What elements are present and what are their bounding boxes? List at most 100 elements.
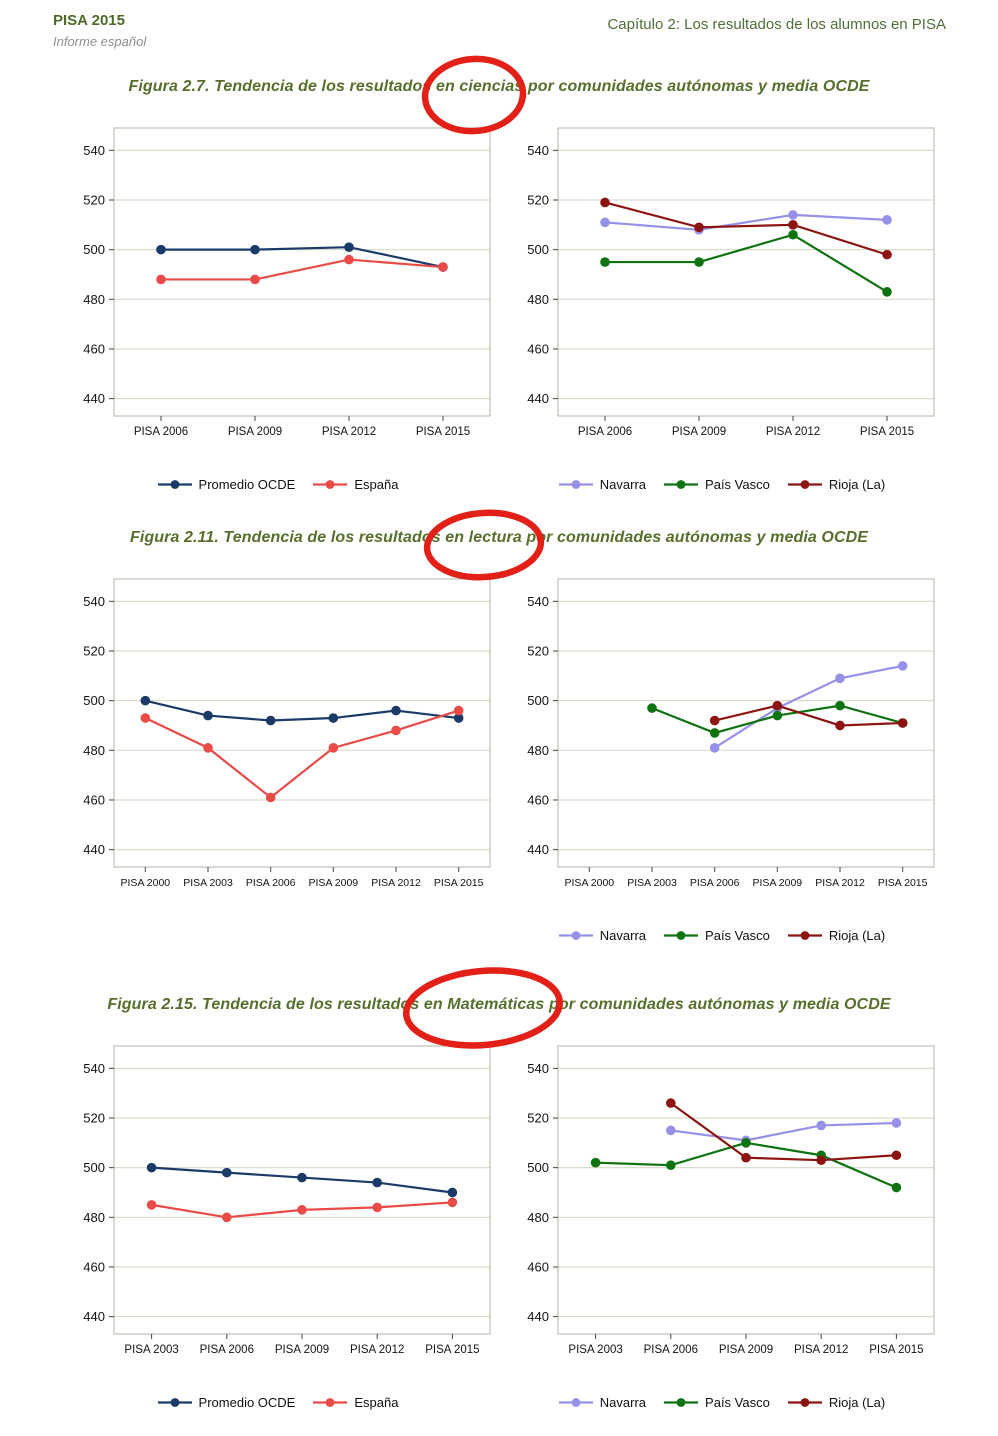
line-chart-figure-2.7-left: 440 460 480 500 520 540 PISA 2006 PISA 2009 PISA… <box>83 127 491 438</box>
chart-matematicas-comunidades: 440 460 480 500 520 540 PISA 2003 PISA 2006 PISA… <box>502 1038 942 1410</box>
y-axis-tick-label: 540 <box>83 1061 105 1076</box>
series-line <box>144 709 459 799</box>
data-point-marker <box>772 700 783 711</box>
series-line <box>605 233 888 293</box>
data-point-marker <box>265 715 276 726</box>
data-point-marker <box>788 220 798 230</box>
y-axis-tick-label: 460 <box>527 1259 549 1274</box>
data-point-marker <box>709 715 720 726</box>
data-point-marker <box>250 244 260 255</box>
y-axis-tick-label: 520 <box>83 193 105 208</box>
legend-item: Rioja (La) <box>787 1395 885 1410</box>
data-point-marker <box>694 222 704 233</box>
x-axis-tick-label: PISA 2003 <box>124 1344 178 1356</box>
y-axis-tick-label: 480 <box>527 743 549 758</box>
legend-item: Promedio OCDE <box>157 1395 295 1410</box>
data-point-marker <box>391 705 401 716</box>
x-axis-tick-label: PISA 2012 <box>371 877 421 889</box>
data-point-marker <box>709 743 720 753</box>
data-point-marker <box>600 257 610 267</box>
data-point-marker <box>146 1162 157 1173</box>
y-axis-tick-label: 480 <box>83 292 105 307</box>
x-axis-tick-label: PISA 2006 <box>644 1344 698 1356</box>
data-point-marker <box>447 1197 458 1208</box>
series-line <box>161 246 444 269</box>
data-point-marker <box>250 274 260 285</box>
report-title: PISA 2015 <box>53 12 125 29</box>
chart-legend: Promedio OCDE España <box>58 477 498 492</box>
y-axis-tick-label: 440 <box>527 842 549 857</box>
y-axis-tick-label: 440 <box>83 842 105 857</box>
chart-legend: Navarra País Vasco Rioja (La) <box>502 477 942 492</box>
x-axis-tick-label: PISA 2015 <box>434 877 484 889</box>
line-chart-figure-2.7-right: 440 460 480 500 520 540 PISA 2006 PISA 2009 PISA… <box>527 127 935 438</box>
chart-ciencias-comunidades: 440 460 480 500 520 540 PISA 2006 PISA 2009 PISA… <box>502 120 942 492</box>
x-axis-tick-label: PISA 2006 <box>246 877 296 889</box>
data-point-marker <box>666 1160 676 1170</box>
legend-label: País Vasco <box>705 477 770 492</box>
x-axis-tick-label: PISA 2012 <box>322 426 376 438</box>
chapter-heading: Capítulo 2: Los resultados de los alumno… <box>607 16 946 33</box>
figure-2-11-charts: 440 460 480 500 520 540 PISA 2000 PISA 2003 PISA… <box>58 571 998 943</box>
chart-legend: Navarra País Vasco Rioja (La) <box>502 1395 942 1410</box>
data-point-marker <box>816 1155 826 1166</box>
data-point-marker <box>156 244 166 255</box>
y-axis-tick-label: 460 <box>527 341 549 356</box>
data-point-marker <box>146 1200 157 1210</box>
y-axis-tick-label: 480 <box>527 1210 549 1225</box>
line-chart-figure-2.11-right: 440 460 480 500 520 540 PISA 2000 PISA 2003 PISA… <box>527 578 935 889</box>
legend-label: Promedio OCDE <box>198 477 296 492</box>
x-axis-tick-label: PISA 2009 <box>719 1344 773 1356</box>
data-point-marker <box>897 661 908 671</box>
y-axis-tick-label: 460 <box>83 341 105 356</box>
y-axis-tick-label: 480 <box>83 743 105 758</box>
line-chart-figure-2.15-left: 440 460 480 500 520 540 PISA 2003 PISA 2006 PISA… <box>83 1045 491 1356</box>
data-point-marker <box>666 1098 676 1108</box>
data-point-marker <box>816 1120 826 1131</box>
y-axis-tick-label: 440 <box>83 391 105 406</box>
data-point-marker <box>222 1212 232 1223</box>
data-point-marker <box>891 1182 902 1193</box>
data-point-marker <box>203 710 213 721</box>
data-point-marker <box>897 718 908 728</box>
x-axis-tick-label: PISA 2009 <box>275 1344 329 1356</box>
series-line <box>161 258 444 281</box>
data-point-marker <box>741 1152 751 1163</box>
y-axis-tick-label: 460 <box>83 1259 105 1274</box>
data-point-marker <box>447 1187 458 1198</box>
y-axis-tick-label: 540 <box>527 143 549 158</box>
y-axis-tick-label: 520 <box>83 644 105 659</box>
x-axis-tick-label: PISA 2006 <box>134 426 188 438</box>
x-axis-tick-label: PISA 2012 <box>766 426 820 438</box>
legend-line-marker-icon <box>313 1398 348 1407</box>
data-point-marker <box>788 210 798 220</box>
line-chart-figure-2.11-left: 440 460 480 500 520 540 PISA 2000 PISA 2003 PISA… <box>83 578 491 889</box>
legend-item: Navarra <box>558 928 646 943</box>
x-axis-tick-label: PISA 2003 <box>183 877 233 889</box>
legend-line-marker-icon <box>558 931 593 940</box>
data-point-marker <box>772 710 783 721</box>
data-point-marker <box>265 792 276 803</box>
x-axis-tick-label: PISA 2009 <box>228 426 282 438</box>
y-axis-tick-label: 520 <box>83 1111 105 1126</box>
report-subtitle: Informe español <box>53 34 147 49</box>
data-point-marker <box>666 1125 676 1136</box>
line-chart-figure-2.15-right: 440 460 480 500 520 540 PISA 2003 PISA 2006 PISA… <box>527 1045 935 1356</box>
y-axis-tick-label: 440 <box>527 391 549 406</box>
y-axis-tick-label: 480 <box>527 292 549 307</box>
chart-legend: Navarra País Vasco Rioja (La) <box>502 928 942 943</box>
x-axis-tick-label: PISA 2009 <box>672 426 726 438</box>
x-axis-tick-label: PISA 2012 <box>815 877 865 889</box>
legend-item: País Vasco <box>664 477 770 492</box>
data-point-marker <box>600 217 610 228</box>
x-axis-tick-label: PISA 2006 <box>578 426 632 438</box>
x-axis-tick-label: PISA 2015 <box>416 426 470 438</box>
x-axis-tick-label: PISA 2015 <box>878 877 928 889</box>
legend-label: España <box>354 1395 399 1410</box>
legend-line-marker-icon <box>787 1398 822 1407</box>
data-point-marker <box>203 743 213 753</box>
series-line <box>145 699 459 722</box>
series-line <box>604 213 888 231</box>
data-point-marker <box>882 287 892 297</box>
legend-line-marker-icon <box>664 931 699 940</box>
